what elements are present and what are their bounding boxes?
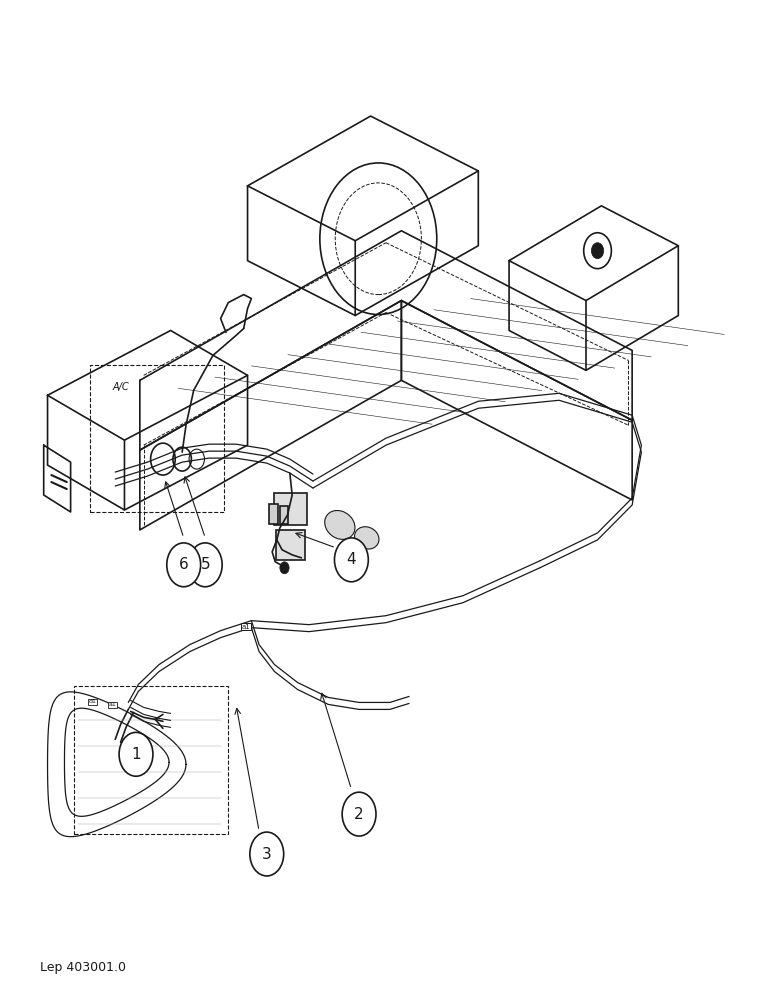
Bar bbox=[279, 506, 287, 524]
Bar bbox=[269, 504, 279, 524]
Bar bbox=[275, 493, 306, 525]
Circle shape bbox=[334, 538, 368, 582]
Ellipse shape bbox=[325, 510, 355, 539]
Text: a1: a1 bbox=[109, 702, 117, 707]
Text: 5: 5 bbox=[201, 557, 210, 572]
Text: 2: 2 bbox=[354, 807, 364, 822]
Ellipse shape bbox=[354, 527, 379, 549]
Bar bbox=[276, 530, 305, 560]
Text: d1: d1 bbox=[88, 699, 96, 704]
Circle shape bbox=[250, 832, 283, 876]
Text: Lep 403001.0: Lep 403001.0 bbox=[40, 961, 126, 974]
Circle shape bbox=[342, 792, 376, 836]
Bar bbox=[74, 686, 229, 834]
Text: 1: 1 bbox=[131, 747, 141, 762]
Text: 3: 3 bbox=[262, 847, 272, 862]
Text: A/C: A/C bbox=[112, 382, 129, 392]
Text: a1: a1 bbox=[242, 624, 250, 630]
Circle shape bbox=[119, 732, 153, 776]
Circle shape bbox=[591, 243, 604, 259]
Text: 4: 4 bbox=[347, 552, 356, 567]
Text: 6: 6 bbox=[179, 557, 188, 572]
Circle shape bbox=[279, 562, 289, 574]
Bar bbox=[90, 365, 225, 512]
Circle shape bbox=[188, 543, 222, 587]
Circle shape bbox=[167, 543, 201, 587]
